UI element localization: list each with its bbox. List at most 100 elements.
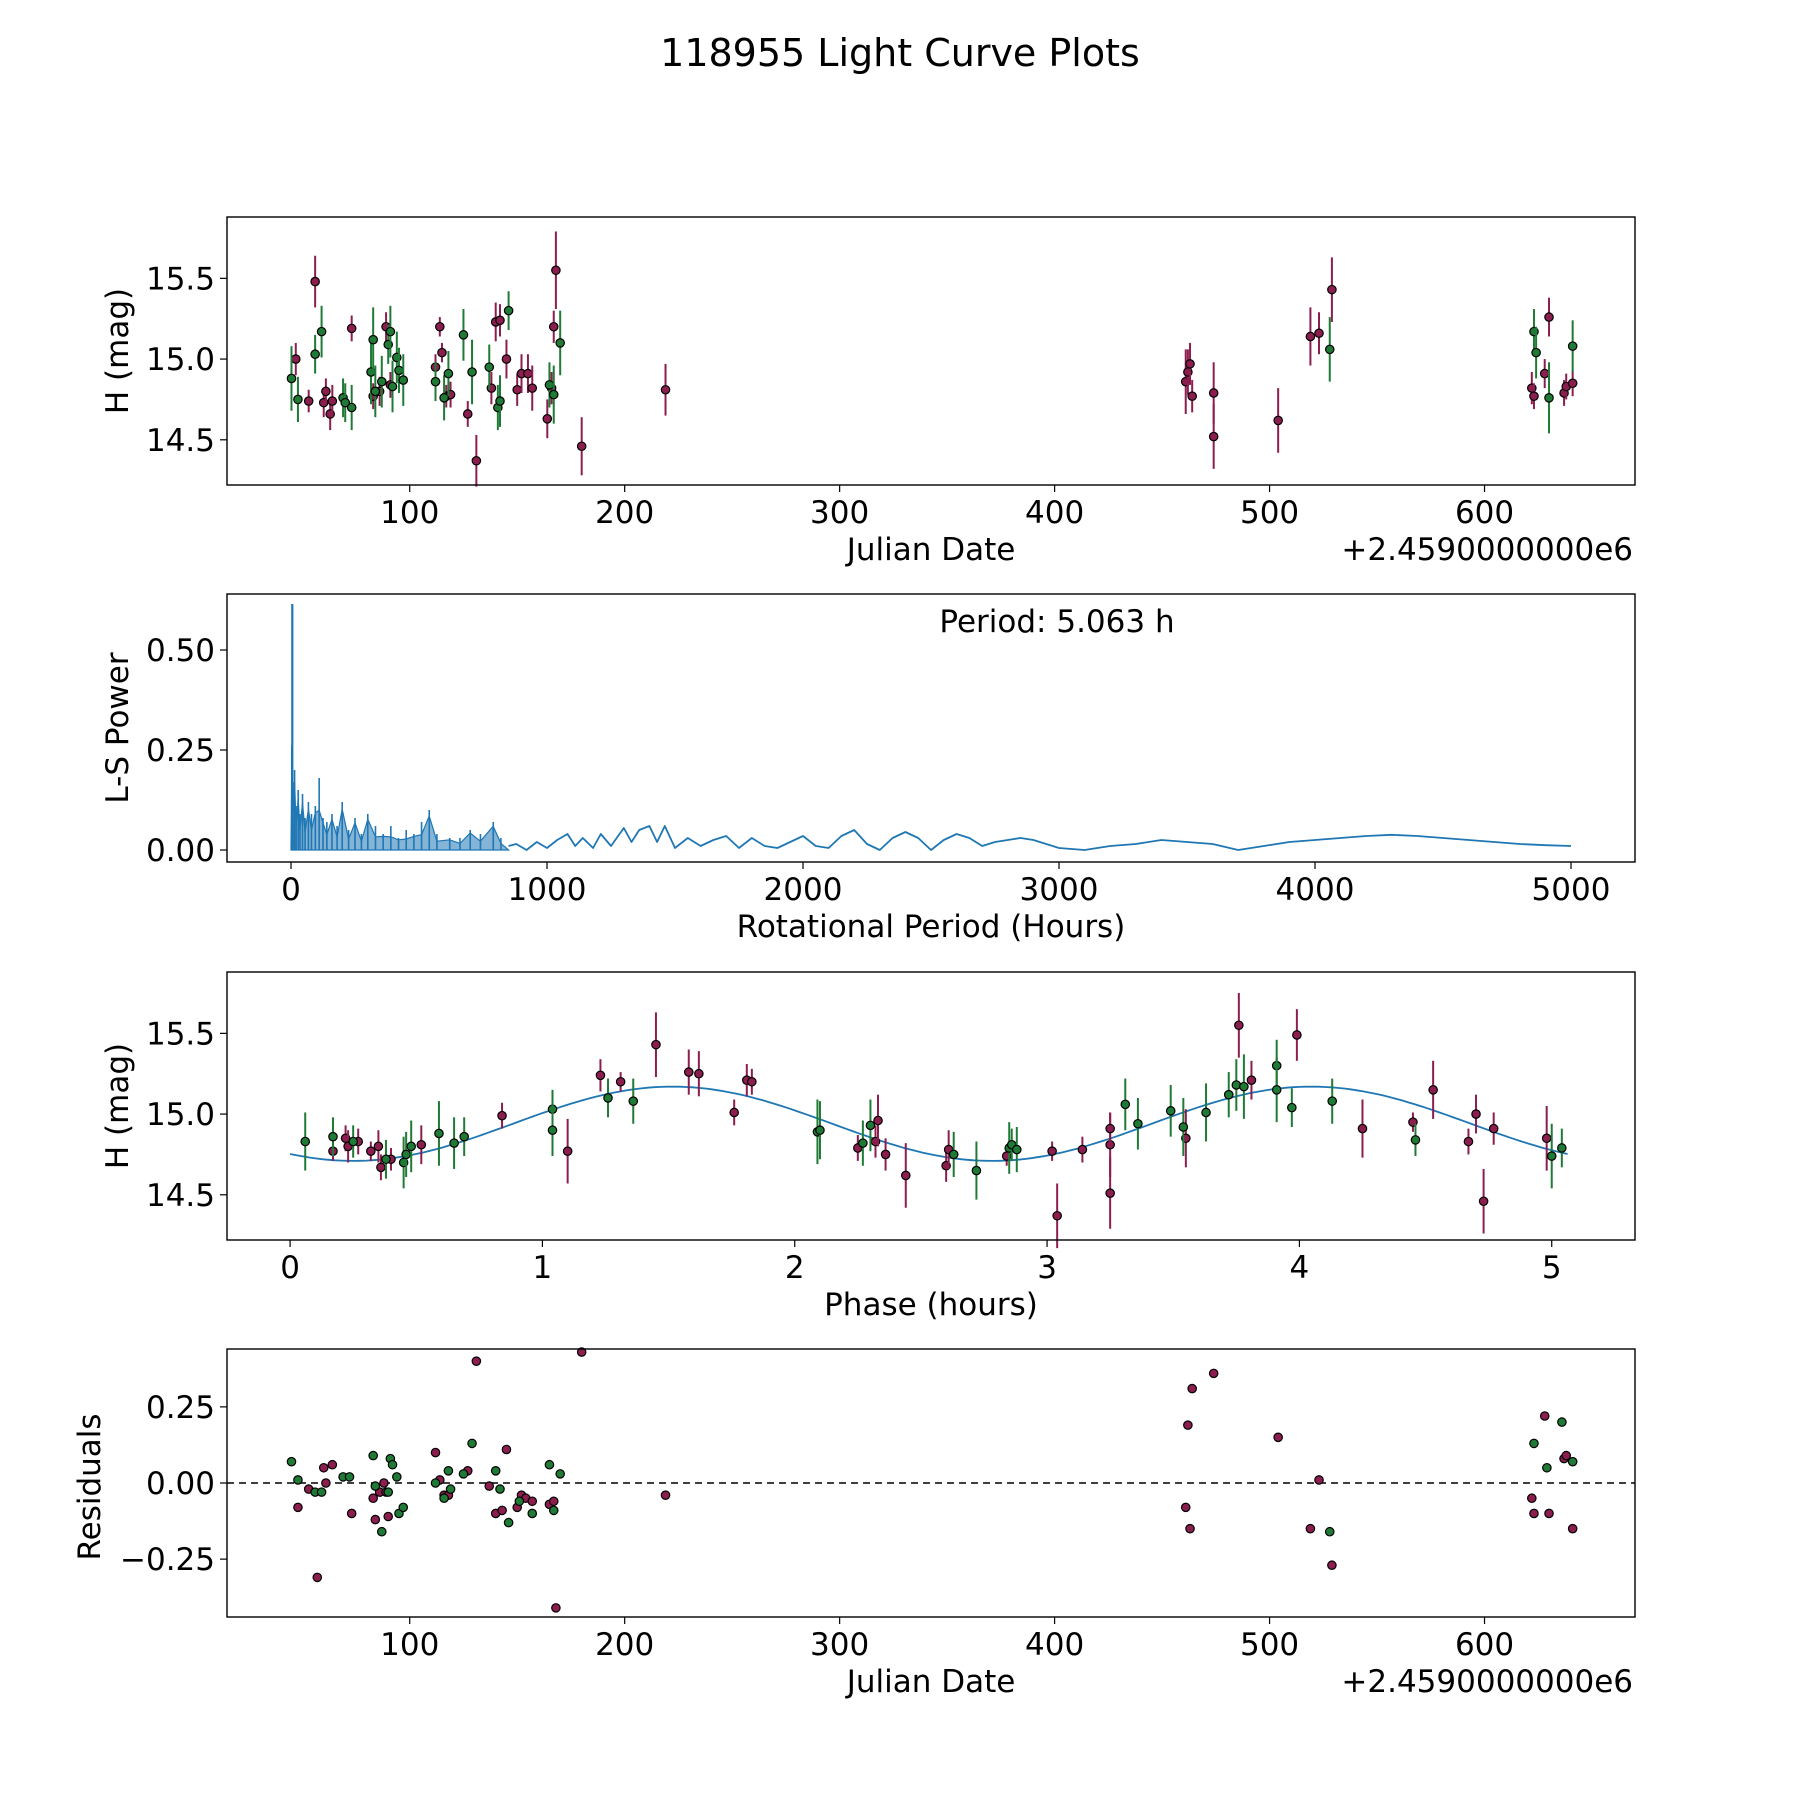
residuals-point	[387, 1459, 398, 1470]
phased-point	[683, 1067, 694, 1077]
lightcurve-offset-label: +2.4590000000e6	[1341, 532, 1633, 568]
phased-point	[1546, 1151, 1557, 1161]
residuals-point	[576, 1347, 587, 1357]
residuals-ticks: 100 200 300 400 500 600 −0.25 0.00 0.25	[120, 1390, 1514, 1663]
residuals-point	[1529, 1508, 1539, 1519]
phased-point	[328, 1131, 338, 1142]
phased-point	[651, 1039, 661, 1050]
lightcurve-xtick-label: 300	[810, 495, 869, 531]
lightcurve-point	[548, 321, 559, 332]
phased-point	[1234, 1020, 1244, 1031]
lightcurve-point	[327, 396, 338, 406]
phased-xtick-label: 4	[1290, 1250, 1310, 1286]
phased-point	[1201, 1107, 1211, 1118]
phased-point	[1178, 1122, 1189, 1132]
lightcurve-point	[443, 368, 454, 379]
phased-point	[1165, 1106, 1176, 1116]
figure-title: 118955 Light Curve Plots	[660, 31, 1140, 75]
residuals-point	[1183, 1420, 1193, 1430]
lightcurve-point	[385, 326, 396, 337]
lightcurve-point	[286, 373, 297, 384]
phased-point	[858, 1138, 868, 1148]
phased-panel: 0 1 2 3 4 5 14.5 15.0 15.5 Phase (hours) H (mag)	[100, 971, 1636, 1323]
phased-xtick-label: 5	[1542, 1250, 1562, 1286]
lightcurve-point	[501, 354, 512, 364]
residuals-point	[370, 1514, 381, 1525]
phased-point	[1287, 1102, 1297, 1113]
lightcurve-point	[542, 414, 553, 424]
residuals-point	[398, 1502, 409, 1513]
residuals-point	[379, 1478, 389, 1488]
lightcurve-point	[551, 265, 561, 276]
periodogram-xtick-label: 1000	[508, 872, 587, 908]
phased-point	[1052, 1210, 1062, 1221]
residuals-point	[503, 1517, 514, 1528]
periodogram-dense-band	[290, 761, 511, 851]
residuals-point	[1327, 1560, 1337, 1571]
residuals-point	[1557, 1417, 1567, 1427]
lightcurve-point	[1314, 328, 1324, 339]
phased-point	[373, 1141, 384, 1152]
lightcurve-point	[316, 326, 327, 337]
phased-point	[747, 1076, 757, 1087]
residuals-point	[1527, 1493, 1537, 1504]
phased-point	[366, 1146, 376, 1157]
phased-point	[1478, 1196, 1489, 1207]
residuals-xtick-label: 500	[1240, 1627, 1299, 1663]
lightcurve-point	[310, 349, 320, 360]
phased-xtick-label: 0	[280, 1250, 300, 1286]
residuals-point	[1567, 1523, 1578, 1534]
phased-model-curve	[289, 1085, 1568, 1162]
periodogram-xtick-label: 2000	[764, 872, 843, 908]
phased-point	[1541, 1133, 1552, 1144]
residuals-point	[1314, 1475, 1324, 1485]
lightcurve-point	[1208, 431, 1219, 442]
lightcurve-point	[430, 376, 441, 387]
phased-point	[729, 1107, 739, 1118]
residuals-point	[495, 1484, 505, 1494]
lightcurve-point	[1327, 284, 1337, 295]
residuals-point	[467, 1438, 477, 1449]
lightcurve-ytick-label: 15.0	[146, 342, 215, 378]
periodogram-ylabel: L-S Power	[100, 652, 136, 803]
lightcurve-point	[1208, 388, 1219, 398]
residuals-point	[383, 1487, 394, 1497]
phased-point	[381, 1154, 391, 1165]
residuals-point	[392, 1472, 402, 1482]
phased-frame	[226, 971, 1636, 1241]
residuals-xtick-label: 600	[1455, 1627, 1514, 1663]
residuals-point	[293, 1502, 303, 1513]
phased-point	[595, 1070, 606, 1081]
phased-point	[1105, 1123, 1115, 1134]
residuals-point	[548, 1505, 559, 1516]
phased-ytick-label: 15.5	[146, 1016, 215, 1052]
residuals-point	[484, 1481, 495, 1491]
lightcurve-xtick-label: 600	[1455, 495, 1514, 531]
phased-point	[449, 1138, 459, 1148]
lightcurve-point	[310, 276, 320, 287]
periodogram-curve	[508, 825, 1572, 851]
lightcurve-ticks: 100 200 300 400 500 600 14.5 15.0 15.5	[146, 261, 1514, 531]
phased-ytick-label: 14.5	[146, 1178, 215, 1214]
lightcurve-point	[1531, 347, 1541, 358]
residuals-point	[1180, 1502, 1191, 1513]
phased-xtick-label: 2	[785, 1250, 805, 1286]
phased-point	[406, 1141, 417, 1152]
lightcurve-point	[368, 334, 378, 345]
phased-point	[1271, 1085, 1282, 1095]
lightcurve-panel: 100 200 300 400 500 600 14.5 15.0 15.5 Julian Da…	[100, 216, 1636, 568]
lightcurve-point	[1187, 391, 1197, 402]
lightcurve-xtick-label: 500	[1240, 495, 1299, 531]
lightcurve-point	[435, 321, 445, 332]
phased-point	[615, 1076, 626, 1087]
lightcurve-xlabel: Julian Date	[845, 532, 1016, 568]
lightcurve-point	[555, 338, 565, 348]
lightcurve-point	[1539, 368, 1550, 379]
phased-point	[1471, 1109, 1481, 1119]
phased-marks	[289, 992, 1568, 1249]
periodogram-frame	[226, 593, 1636, 863]
residuals-ytick-label: 0.00	[146, 1466, 215, 1502]
lightcurve-ytick-label: 14.5	[146, 423, 215, 459]
phased-point	[1327, 1096, 1338, 1106]
phased-point	[547, 1125, 558, 1136]
